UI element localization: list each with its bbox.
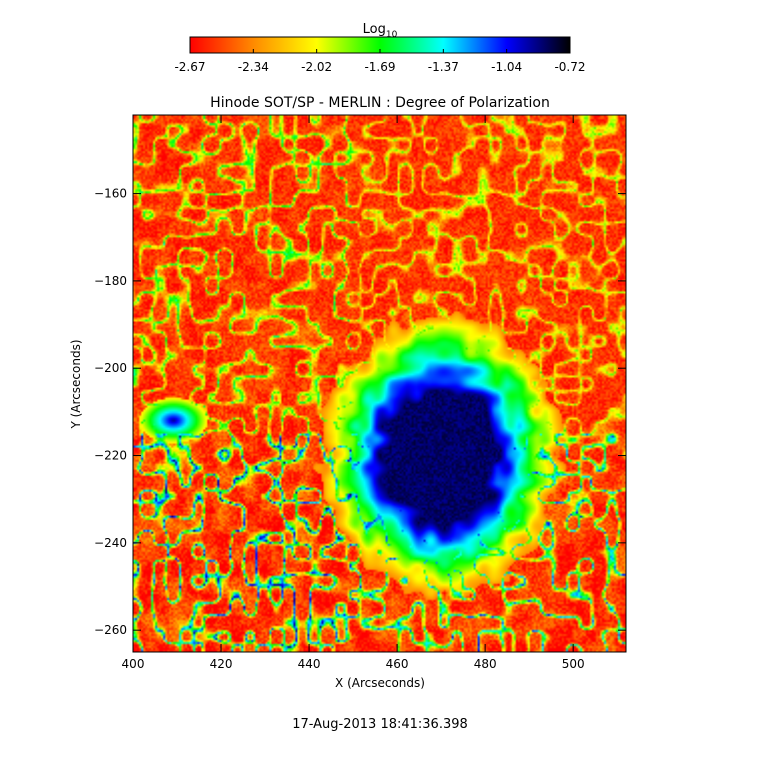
y-axis-label: Y (Arcseconds): [69, 339, 83, 429]
x-tick-label: 460: [386, 657, 409, 671]
colorbar-tick-label: -2.02: [301, 60, 332, 74]
x-tick-label: 400: [122, 657, 145, 671]
y-tick-label: −160: [94, 187, 127, 201]
colorbar-label: Log10: [363, 22, 398, 40]
plot-frame: [132, 114, 627, 653]
x-axis: 400 420 440 460 480 500: [122, 115, 585, 671]
colorbar-tick-label: -0.72: [554, 60, 585, 74]
colorbar-tick-label: -2.34: [238, 60, 269, 74]
x-tick-label: 480: [474, 657, 497, 671]
plot-area: 400 420 440 460 480 500 −160−180−200−220−240−…: [94, 114, 627, 671]
y-tick-label: −180: [94, 274, 127, 288]
chart-title: Hinode SOT/SP - MERLIN : Degree of Polar…: [210, 95, 550, 111]
x-axis-label: X (Arcseconds): [335, 676, 425, 690]
y-tick-label: −240: [94, 536, 127, 550]
colorbar-label-subscript: 10: [386, 30, 398, 40]
colorbar-tick-label: -1.04: [491, 60, 522, 74]
timestamp: 17-Aug-2013 18:41:36.398: [292, 717, 468, 732]
colorbar-ticks: -2.67 -2.34 -2.02 -1.69 -1.37 -1.04 -0.72: [174, 49, 586, 74]
y-tick-label: −220: [94, 449, 127, 463]
y-tick-label: −200: [94, 361, 127, 375]
x-tick-label: 440: [298, 657, 321, 671]
x-tick-label: 500: [562, 657, 585, 671]
colorbar: Log10 -2.67 -2.34 -2.02 -1.69 -1.37 -1.04 -0.7…: [174, 22, 585, 74]
y-tick-label: −260: [94, 623, 127, 637]
heatmap-image: [133, 115, 626, 652]
colorbar-tick-label: -1.69: [364, 60, 395, 74]
colorbar-tick-label: -2.67: [174, 60, 205, 74]
colorbar-tick-label: -1.37: [428, 60, 459, 74]
x-tick-label: 420: [210, 657, 233, 671]
y-axis: −160 −180 −200 −220 −240 −260: [94, 187, 626, 637]
